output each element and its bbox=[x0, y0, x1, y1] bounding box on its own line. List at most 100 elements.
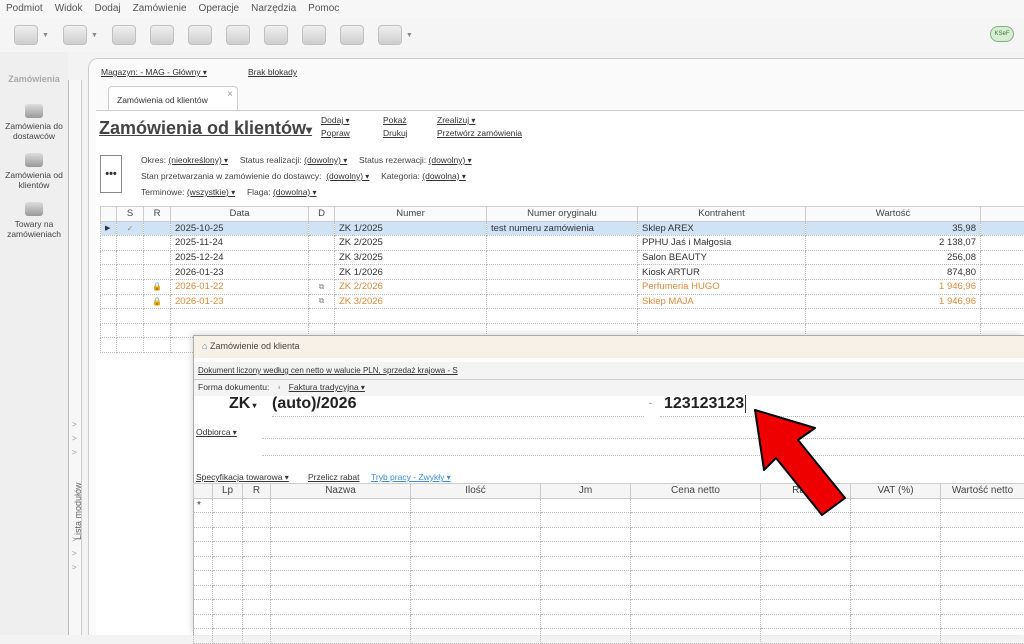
cell-kontrahent: Sklep MAJA bbox=[638, 294, 806, 309]
items-grid[interactable]: Lp R Nazwa Ilość Jm Cena netto Rabat VAT… bbox=[193, 483, 1024, 644]
dialog-titlebar[interactable]: ⌂ Zamówienie od klienta bbox=[194, 336, 1024, 358]
empty-row[interactable] bbox=[194, 571, 1024, 586]
stan-przetwarzania-filter[interactable]: (dowolny) bbox=[326, 171, 369, 181]
menu-dodaj[interactable]: Dodaj bbox=[94, 3, 120, 15]
ksef-button[interactable]: KSeF bbox=[990, 26, 1014, 42]
document-prefix-selector[interactable]: ZK ▾ bbox=[229, 395, 257, 413]
page-title[interactable]: Zamówienia od klientów▾ bbox=[99, 118, 312, 139]
col-numer[interactable]: Numer bbox=[335, 207, 487, 222]
empty-row[interactable] bbox=[194, 600, 1024, 615]
menu-podmiot[interactable]: Podmiot bbox=[6, 3, 43, 15]
empty-row[interactable] bbox=[194, 527, 1024, 542]
col-wartosc[interactable]: Wartość bbox=[806, 207, 981, 222]
dodaj-button[interactable]: Dodaj bbox=[321, 115, 349, 125]
col-lp[interactable]: Lp bbox=[213, 484, 243, 499]
col-vat[interactable]: VAT (%) bbox=[851, 484, 941, 499]
empty-row[interactable] bbox=[194, 556, 1024, 571]
col-jm[interactable]: Jm bbox=[541, 484, 631, 499]
odbiorca-field[interactable] bbox=[262, 438, 1024, 439]
red-arrow-annotation bbox=[740, 400, 850, 520]
tryb-pracy-selector[interactable]: Tryb pracy - Zwykły bbox=[371, 472, 451, 482]
forma-dokumentu-selector[interactable]: Faktura tradycyjna bbox=[289, 382, 365, 392]
original-number-input[interactable]: 123123123 bbox=[664, 395, 746, 413]
sign-icon[interactable] bbox=[188, 25, 212, 45]
export-icon[interactable] bbox=[302, 25, 326, 45]
blokada-link[interactable]: Brak blokady bbox=[248, 67, 297, 77]
import-icon[interactable] bbox=[340, 25, 364, 45]
sidebar-item-zamowienia-do-dostawcow[interactable]: Zamówienia do dostawców bbox=[0, 104, 68, 141]
terminowe-filter[interactable]: (wszystkie) bbox=[187, 187, 235, 197]
printer-icon[interactable] bbox=[264, 25, 288, 45]
popraw-button[interactable]: Popraw bbox=[321, 128, 350, 138]
cell-extra bbox=[981, 294, 1024, 309]
przelicz-rabat-link[interactable]: Przelicz rabat bbox=[308, 472, 360, 482]
status-realizacji-filter[interactable]: (dowolny) bbox=[304, 155, 347, 165]
help-icon[interactable] bbox=[378, 25, 402, 45]
new-item-row[interactable]: * bbox=[194, 498, 1024, 513]
col-data[interactable]: Data bbox=[171, 207, 309, 222]
eraser-icon[interactable] bbox=[150, 25, 174, 45]
kategoria-filter[interactable]: (dowolna) bbox=[422, 171, 466, 181]
empty-row[interactable] bbox=[194, 614, 1024, 629]
sidebar-item-towary-na-zamowieniach[interactable]: Towary na zamówieniach bbox=[0, 202, 68, 239]
col-d[interactable]: D bbox=[309, 207, 335, 222]
cell-ind bbox=[101, 236, 117, 251]
pokaz-button[interactable]: Pokaż bbox=[383, 115, 407, 125]
chevron-down-icon[interactable]: ▼ bbox=[42, 32, 49, 39]
empty-row[interactable] bbox=[194, 629, 1024, 644]
menu-narzedzia[interactable]: Narzędzia bbox=[251, 3, 296, 15]
contacts-icon[interactable] bbox=[112, 25, 136, 45]
chevron-right-icon: > bbox=[72, 434, 77, 443]
document-number[interactable]: (auto)/2026 bbox=[272, 395, 356, 413]
flaga-filter[interactable]: (dowolna) bbox=[273, 187, 317, 197]
specyfikacja-selector[interactable]: Specyfikacja towarowa bbox=[196, 472, 289, 482]
scissors-icon[interactable] bbox=[226, 25, 250, 45]
cell-ind bbox=[101, 250, 117, 265]
col-numer-oryginalu[interactable]: Numer oryginału bbox=[487, 207, 638, 222]
document-pricing-link[interactable]: Dokument liczony według cen netto w walu… bbox=[198, 366, 458, 375]
col-s[interactable]: S bbox=[117, 207, 144, 222]
new-document-icon[interactable] bbox=[14, 25, 38, 45]
col-kontrahent[interactable]: Kontrahent bbox=[638, 207, 806, 222]
odbiorca-selector[interactable]: Odbiorca bbox=[196, 427, 237, 437]
chevron-right-icon: > bbox=[72, 563, 77, 572]
zrealizuj-button[interactable]: Zrealizuj bbox=[437, 115, 475, 125]
tab-zamowienia-od-klientow[interactable]: Zamówienia od klientów× bbox=[108, 86, 238, 110]
col-ilosc[interactable]: Ilość bbox=[411, 484, 541, 499]
cell-numer: ZK 1/2026 bbox=[335, 265, 487, 280]
col-nazwa[interactable]: Nazwa bbox=[271, 484, 411, 499]
mail-icon[interactable] bbox=[63, 25, 87, 45]
przetworz-button[interactable]: Przetwórz zamówienia bbox=[437, 128, 522, 138]
close-icon[interactable]: × bbox=[227, 89, 233, 100]
odbiorca-address-field[interactable] bbox=[262, 455, 1024, 456]
chevron-right-icon: > bbox=[72, 420, 77, 429]
chevron-down-icon[interactable]: ▼ bbox=[91, 32, 98, 39]
col-r[interactable]: R bbox=[243, 484, 271, 499]
grid-header: S R Data D Numer Numer oryginału Kontrah… bbox=[101, 207, 1024, 222]
magazyn-selector[interactable]: Magazyn: - MAG - Główny bbox=[101, 67, 207, 77]
more-filters-button[interactable]: ••• bbox=[100, 155, 122, 193]
status-rezerwacji-filter[interactable]: (dowolny) bbox=[429, 155, 472, 165]
menu-operacje[interactable]: Operacje bbox=[199, 3, 240, 15]
drukuj-button[interactable]: Drukuj bbox=[383, 128, 408, 138]
col-r[interactable]: R bbox=[144, 207, 171, 222]
col-wartosc-netto[interactable]: Wartość netto bbox=[941, 484, 1024, 499]
okres-filter[interactable]: (nieokreślony) bbox=[168, 155, 228, 165]
cell-data: 2026-01-23 bbox=[171, 294, 309, 309]
empty-row[interactable] bbox=[194, 542, 1024, 557]
sidebar-item-zamowienia-od-klientow[interactable]: Zamówienia od klientów bbox=[0, 153, 68, 190]
empty-row[interactable] bbox=[194, 585, 1024, 600]
empty-row[interactable] bbox=[194, 513, 1024, 528]
chevron-down-icon[interactable]: ▼ bbox=[406, 32, 413, 39]
menu-zamowienie[interactable]: Zamówienie bbox=[133, 3, 187, 15]
module-list-strip[interactable]: > > > Lista modułów > > > bbox=[68, 80, 82, 635]
orders-grid[interactable]: S R Data D Numer Numer oryginału Kontrah… bbox=[100, 206, 1024, 353]
menu-pomoc[interactable]: Pomoc bbox=[308, 3, 339, 15]
menu-widok[interactable]: Widok bbox=[55, 3, 83, 15]
